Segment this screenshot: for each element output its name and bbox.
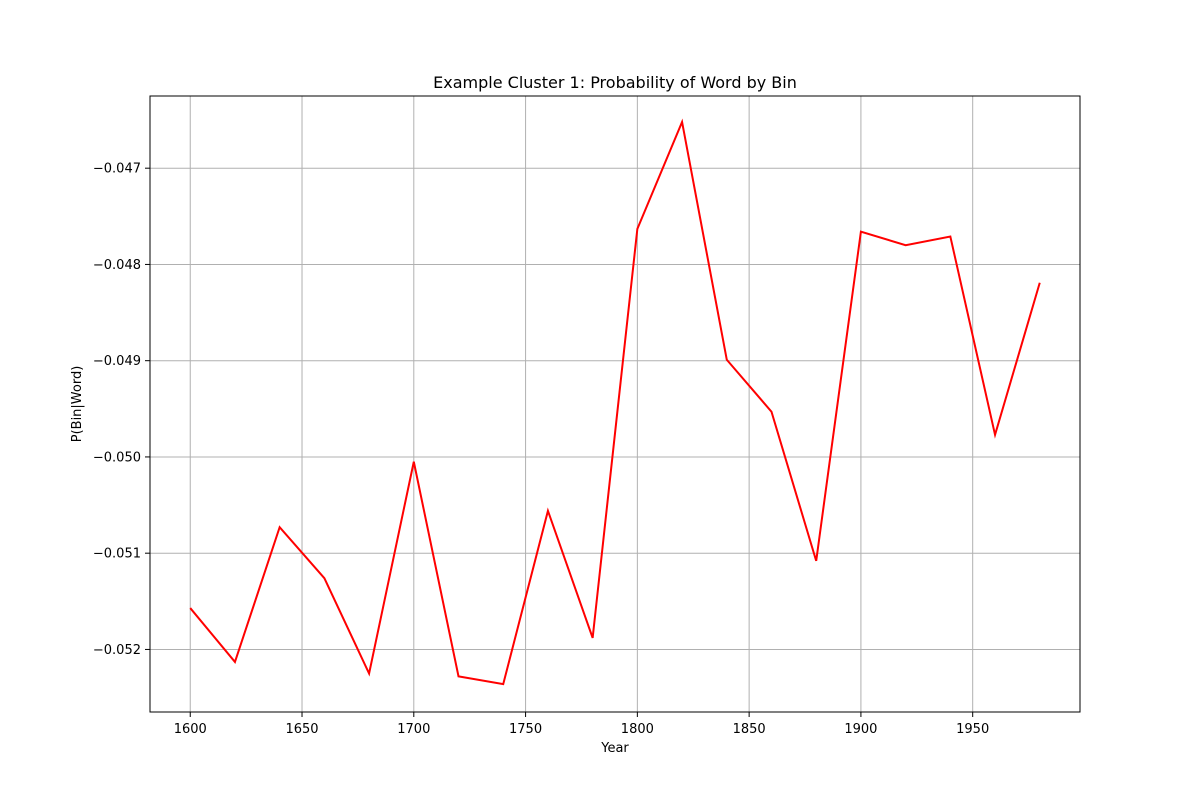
y-axis-label: P(Bin|Word) bbox=[70, 366, 85, 443]
x-tick-label: 1800 bbox=[621, 722, 654, 737]
x-tick-label: 1650 bbox=[285, 722, 318, 737]
x-tick-label: 1600 bbox=[174, 722, 207, 737]
axis-ticks: 1600 1650 1700 1750 1800 1850 1900 1950 −0.047 −0… bbox=[93, 162, 989, 737]
x-tick-label: 1950 bbox=[956, 722, 989, 737]
x-axis-label: Year bbox=[600, 741, 629, 756]
y-tick-label: −0.049 bbox=[93, 354, 141, 369]
x-tick-label: 1750 bbox=[509, 722, 542, 737]
plot-frame bbox=[149, 95, 1081, 713]
series-line-0 bbox=[189, 118, 1041, 686]
series-layer bbox=[189, 118, 1041, 686]
grid-lines bbox=[150, 96, 1080, 712]
y-tick-label: −0.048 bbox=[93, 258, 141, 273]
y-tick-label: −0.047 bbox=[93, 162, 141, 177]
chart-title: Example Cluster 1: Probability of Word b… bbox=[433, 73, 797, 92]
x-tick-label: 1900 bbox=[844, 722, 877, 737]
y-tick-label: −0.052 bbox=[93, 643, 141, 658]
x-tick-label: 1850 bbox=[733, 722, 766, 737]
y-tick-label: −0.051 bbox=[93, 547, 141, 562]
y-tick-label: −0.050 bbox=[93, 450, 141, 465]
x-tick-label: 1700 bbox=[397, 722, 430, 737]
